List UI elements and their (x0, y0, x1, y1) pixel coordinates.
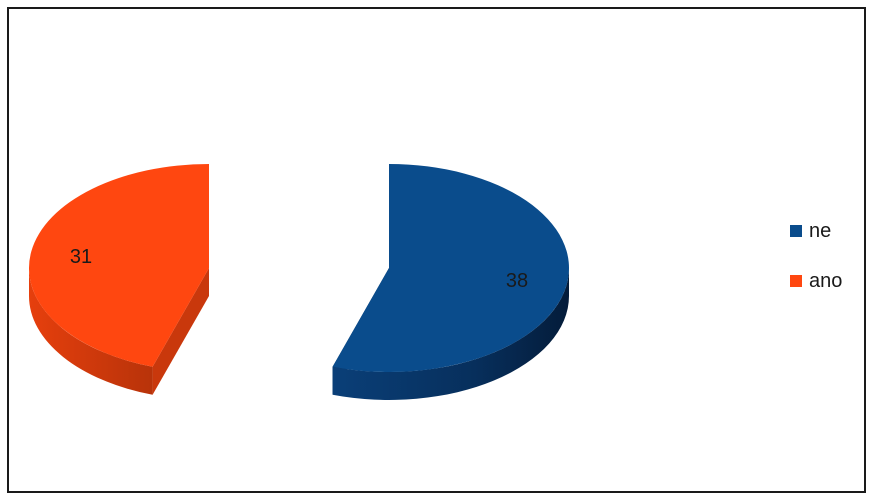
pie-slice-side-ne (332, 268, 569, 401)
legend-label-ano: ano (809, 270, 843, 292)
pie-slice-ne (332, 164, 569, 401)
legend-label-ne: ne (809, 220, 832, 242)
pie-slice-ano (28, 164, 210, 395)
legend-item-ano: ano (790, 268, 860, 294)
legend-item-ne: ne (790, 218, 860, 244)
data-label-ano: 31 (70, 246, 92, 268)
legend-swatch-ne (790, 225, 802, 237)
legend: ne ano (790, 218, 860, 318)
pie-slice-top-ano (28, 164, 210, 367)
pie-slice-top-ne (332, 164, 569, 372)
pie-slice-side-ano (29, 268, 153, 395)
pie-slice-cut-ano-0 (152, 268, 209, 395)
data-label-ne: 38 (506, 270, 528, 292)
legend-swatch-ano (790, 275, 802, 287)
